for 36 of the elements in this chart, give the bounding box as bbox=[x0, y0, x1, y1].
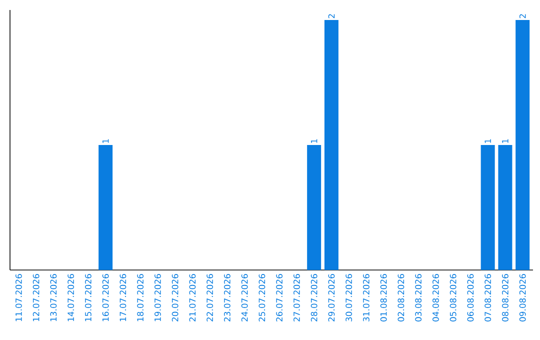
x-tick-label: 31.07.2026 bbox=[363, 274, 370, 322]
x-tick-label: 30.07.2026 bbox=[346, 274, 352, 322]
x-tick-label: 04.08.2026 bbox=[432, 274, 439, 322]
x-tick-label: 22.07.2026 bbox=[206, 274, 214, 322]
x-tick-label: 06.08.2026 bbox=[467, 274, 474, 322]
x-tick-label: 07.08.2026 bbox=[484, 274, 492, 322]
x-tick-label: 28.07.2026 bbox=[310, 274, 318, 322]
x-tick-label: 26.07.2026 bbox=[276, 274, 283, 322]
x-tick-label: 24.07.2026 bbox=[241, 274, 248, 322]
data-label: 1 bbox=[502, 139, 508, 143]
x-tick-label: 16.07.2026 bbox=[102, 274, 109, 322]
data-label: 2 bbox=[519, 14, 526, 18]
x-tick-label: 02.08.2026 bbox=[398, 274, 404, 322]
x-tick-label: 14.07.2026 bbox=[68, 274, 74, 322]
data-label: 1 bbox=[102, 139, 109, 143]
x-tick-label: 13.07.2026 bbox=[50, 274, 57, 322]
data-label: 1 bbox=[484, 139, 491, 143]
x-tick-label: 17.07.2026 bbox=[120, 274, 126, 322]
x-tick-label: 25.07.2026 bbox=[258, 274, 266, 322]
x-tick-label: 08.08.2026 bbox=[502, 274, 508, 322]
x-tick-label: 11.07.2026 bbox=[15, 274, 22, 322]
x-tick-label: 15.07.2026 bbox=[84, 274, 92, 322]
x-tick-label: 19.07.2026 bbox=[154, 274, 161, 322]
x-tick-label: 03.08.2026 bbox=[415, 274, 422, 322]
x-tick-label: 29.07.2026 bbox=[328, 274, 335, 322]
x-tick-label: 09.08.2026 bbox=[519, 274, 526, 322]
data-label: 2 bbox=[328, 14, 335, 18]
x-tick-label: 05.08.2026 bbox=[450, 274, 456, 322]
x-tick-label: 01.08.2026 bbox=[380, 274, 387, 322]
x-tick-label: 20.07.2026 bbox=[172, 274, 178, 322]
data-label: 1 bbox=[310, 139, 318, 143]
x-tick-label: 18.07.2026 bbox=[137, 274, 144, 322]
x-tick-label: 21.07.2026 bbox=[189, 274, 196, 322]
x-tick-label: 23.07.2026 bbox=[224, 274, 230, 322]
x-tick-label: 12.07.2026 bbox=[32, 274, 40, 322]
x-tick-label: 27.07.2026 bbox=[294, 274, 300, 322]
